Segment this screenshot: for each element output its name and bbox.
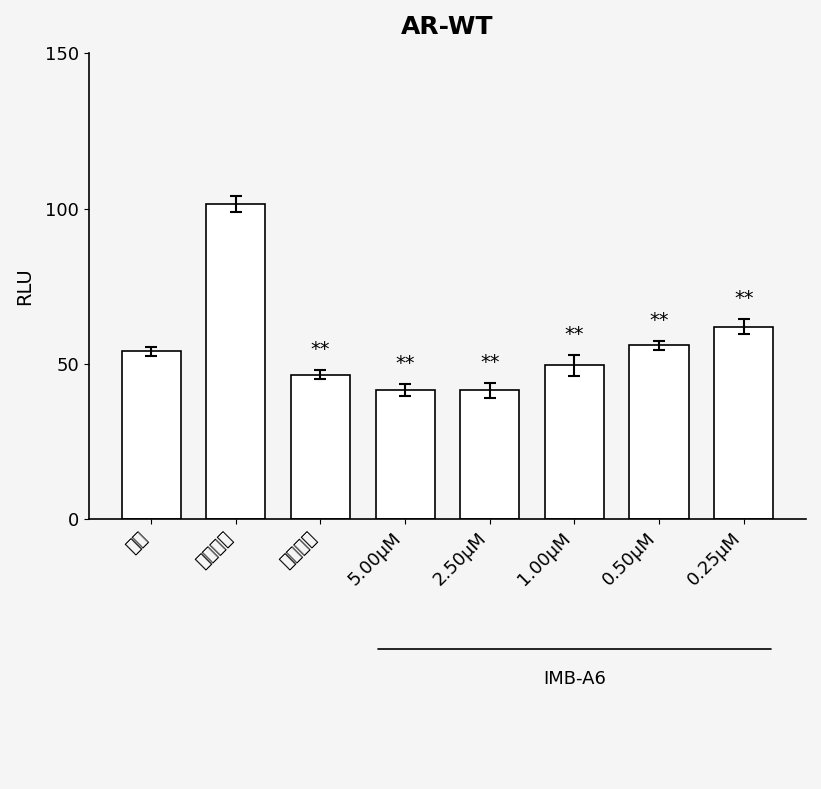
Text: **: ** bbox=[734, 289, 754, 308]
Text: **: ** bbox=[310, 340, 330, 359]
Bar bbox=[461, 391, 520, 519]
Text: **: ** bbox=[565, 325, 585, 344]
Bar bbox=[122, 351, 181, 519]
Text: IMB-A6: IMB-A6 bbox=[543, 671, 606, 689]
Bar bbox=[291, 375, 350, 519]
Text: **: ** bbox=[649, 311, 669, 330]
Bar bbox=[545, 365, 604, 519]
Title: AR-WT: AR-WT bbox=[401, 15, 493, 39]
Y-axis label: RLU: RLU bbox=[15, 267, 34, 305]
Text: **: ** bbox=[480, 353, 499, 372]
Bar bbox=[630, 346, 689, 519]
Text: **: ** bbox=[396, 354, 415, 373]
Bar bbox=[375, 391, 435, 519]
Bar bbox=[714, 327, 773, 519]
Bar bbox=[206, 204, 265, 519]
